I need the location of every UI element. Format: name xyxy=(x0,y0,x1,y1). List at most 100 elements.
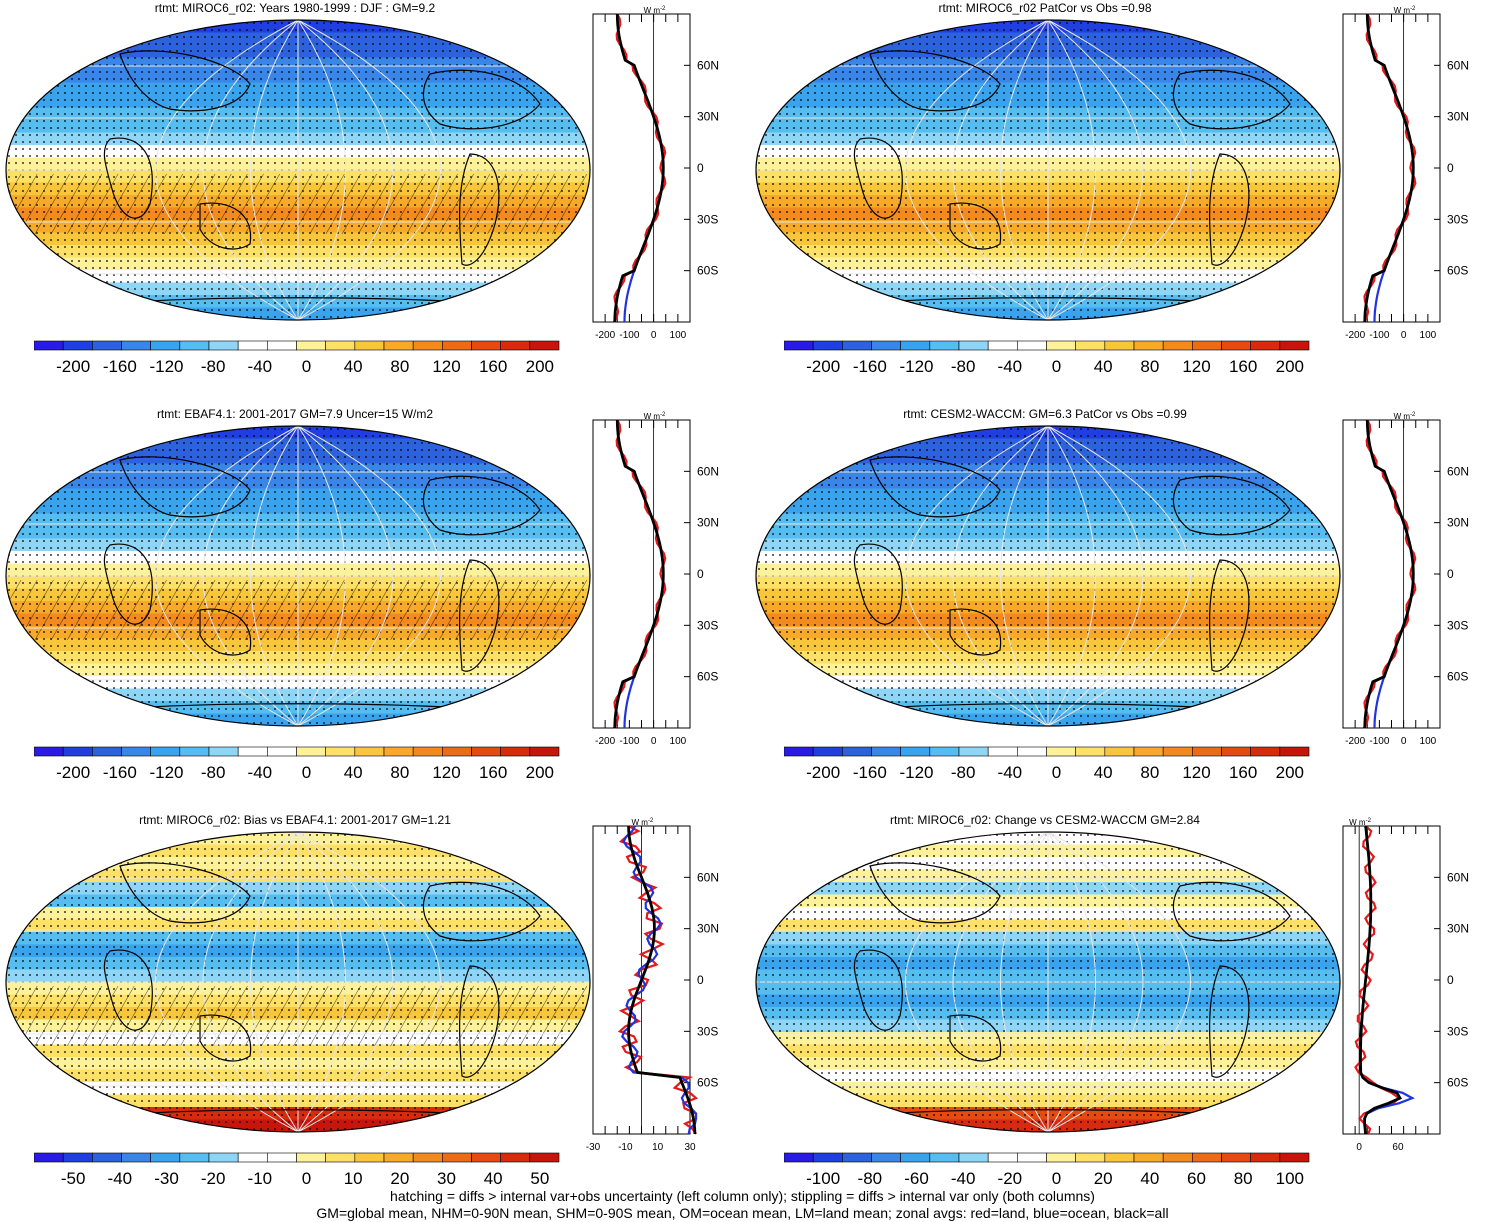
panel-title: rtmt: CESM2-WACCM: GM=6.3 PatCor vs Obs … xyxy=(903,407,1187,421)
colorbar-swatch xyxy=(92,746,122,757)
colorbar-tick-label: -200 xyxy=(806,357,840,376)
zonal-lat-label: 30S xyxy=(697,618,718,632)
global-map xyxy=(755,19,1341,321)
coastline xyxy=(853,949,903,1031)
colorbar-tick-label: -200 xyxy=(56,357,90,376)
colorbar-tick-label: -80 xyxy=(201,357,226,376)
colorbar-tick-label: 120 xyxy=(1182,357,1210,376)
panel-2: rtmt: MIROC6_r02 PatCor vs Obs =0.98 -200… xyxy=(750,0,1485,406)
colorbar-tick-label: -120 xyxy=(899,763,933,782)
colorbar-swatch xyxy=(987,340,1018,351)
colorbar-tick-label: 160 xyxy=(479,763,507,782)
zonal-x-tick-label: 100 xyxy=(670,330,687,341)
panel-title: rtmt: MIROC6_r02: Bias vs EBAF4.1: 2001-… xyxy=(139,813,451,827)
zonal-all-line xyxy=(1363,419,1415,729)
colorbar-tick-label: 80 xyxy=(1234,1169,1253,1188)
zonal-lat-label: 60N xyxy=(697,58,719,72)
colorbar-swatch xyxy=(1162,746,1193,757)
global-map xyxy=(5,425,591,727)
coastline xyxy=(119,862,251,924)
colorbar-swatch xyxy=(842,746,872,757)
colorbar-swatch xyxy=(929,746,960,757)
zonal-mean-plot: W m-2 0 60 60N 30N 0 30S 60S xyxy=(1342,818,1469,1153)
colorbar-swatch xyxy=(237,746,268,757)
zonal-x-tick-label: 0 xyxy=(651,736,657,747)
colorbar-swatch xyxy=(150,340,181,351)
colorbar-swatch xyxy=(900,340,931,351)
colorbar-swatch xyxy=(987,746,1018,757)
colorbar-tick-label: -20 xyxy=(998,1169,1023,1188)
colorbar-tick-label: -20 xyxy=(201,1169,226,1188)
colorbar-swatch xyxy=(471,1152,501,1163)
coastline xyxy=(119,456,251,518)
colorbar-swatch xyxy=(92,340,122,351)
zonal-lat-label: 0 xyxy=(697,161,704,175)
colorbar-swatch xyxy=(1279,340,1310,351)
colorbar-tick-label: -200 xyxy=(806,763,840,782)
colorbar-tick-label: -30 xyxy=(154,1169,179,1188)
colorbar-swatch xyxy=(208,1152,239,1163)
zonal-lat-label: 60S xyxy=(697,1076,718,1090)
zonal-all-line xyxy=(1359,825,1403,1135)
colorbar-swatch xyxy=(354,746,385,757)
colorbar-swatch xyxy=(900,746,931,757)
zonal-mean-plot: W m-2 -200 -100 0 100 60N 30N 0 30S 60S xyxy=(1342,412,1469,747)
zonal-x-tick-label: -200 xyxy=(595,736,615,747)
colorbar-tick-label: 200 xyxy=(526,763,554,782)
colorbar-swatch xyxy=(354,340,385,351)
zonal-x-tick-label: 10 xyxy=(652,1142,664,1153)
zonal-lat-label: 0 xyxy=(697,567,704,581)
zonal-lat-label: 30S xyxy=(1447,1024,1468,1038)
zonal-lat-label: 30N xyxy=(1447,516,1469,530)
colorbar-tick-label: -50 xyxy=(61,1169,86,1188)
zonal-all-line xyxy=(627,825,697,1135)
coastline xyxy=(199,202,252,250)
colorbar-tick-label: 60 xyxy=(1187,1169,1206,1188)
colorbar-tick-label: 160 xyxy=(1229,763,1257,782)
colorbar-swatch xyxy=(1133,1152,1164,1163)
panel-6: rtmt: MIROC6_r02: Change vs CESM2-WACCM … xyxy=(750,812,1485,1218)
colorbar-tick-label: 160 xyxy=(479,357,507,376)
colorbar-swatch xyxy=(812,746,843,757)
colorbar-swatch xyxy=(1221,1152,1251,1163)
colorbar-swatch xyxy=(784,746,814,757)
global-map xyxy=(755,425,1341,727)
zonal-lat-label: 30N xyxy=(697,516,719,530)
colorbar-swatch xyxy=(784,340,814,351)
panel-5: rtmt: MIROC6_r02: Bias vs EBAF4.1: 2001-… xyxy=(0,812,742,1218)
coastline xyxy=(949,202,1002,250)
colorbar-tick-label: 200 xyxy=(526,357,554,376)
colorbar-swatch xyxy=(121,1152,151,1163)
zonal-x-tick-label: 30 xyxy=(684,1142,696,1153)
colorbar-tick-label: -120 xyxy=(149,763,183,782)
coastline xyxy=(103,543,153,625)
colorbar-tick-label: -160 xyxy=(853,763,887,782)
colorbar: -200 -160 -120 -80 -40 0 40 80 120 160 200 xyxy=(34,746,560,782)
colorbar-tick-label: 0 xyxy=(1052,357,1061,376)
colorbar-tick-label: -200 xyxy=(56,763,90,782)
colorbar-swatch xyxy=(383,340,414,351)
colorbar-tick-label: -80 xyxy=(951,763,976,782)
colorbar-tick-label: -10 xyxy=(248,1169,273,1188)
colorbar: -200 -160 -120 -80 -40 0 40 80 120 160 200 xyxy=(34,340,560,376)
colorbar-swatch xyxy=(471,746,501,757)
colorbar-swatch xyxy=(929,340,960,351)
colorbar-swatch xyxy=(471,340,501,351)
colorbar-tick-label: -40 xyxy=(998,357,1023,376)
coastline xyxy=(422,69,541,130)
colorbar-swatch xyxy=(1162,340,1193,351)
coastline xyxy=(1208,153,1250,266)
colorbar-swatch xyxy=(383,746,414,757)
colorbar-swatch xyxy=(208,746,239,757)
zonal-x-tick-label: -10 xyxy=(618,1142,633,1153)
colorbar-swatch xyxy=(354,1152,385,1163)
colorbar-swatch xyxy=(1279,746,1310,757)
coastline xyxy=(1172,881,1291,942)
colorbar-swatch xyxy=(1133,746,1164,757)
zonal-lat-label: 60N xyxy=(1447,870,1469,884)
coastline xyxy=(1172,475,1291,536)
colorbar-swatch xyxy=(529,746,560,757)
zonal-x-tick-label: -200 xyxy=(1345,330,1365,341)
colorbar-swatch xyxy=(62,340,93,351)
coastline xyxy=(458,559,500,672)
